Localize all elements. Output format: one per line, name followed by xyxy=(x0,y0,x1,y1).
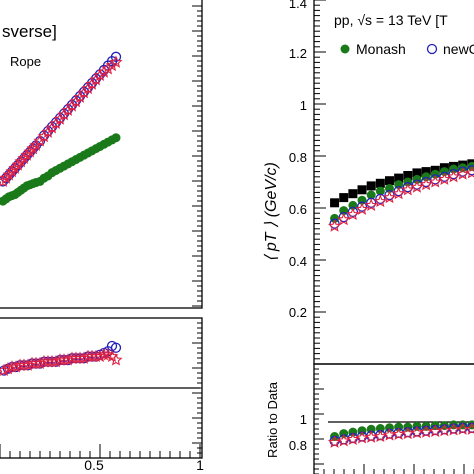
left-ratio-series-0-point xyxy=(110,342,122,353)
left-main-series-2-point xyxy=(5,164,19,178)
legend-newc-label: newC xyxy=(443,41,474,57)
right-main-series-3-point xyxy=(465,165,474,179)
right-main-series-3-point xyxy=(437,172,451,185)
left-main-series-2-point xyxy=(17,151,31,165)
right-main-series-1-point xyxy=(330,213,340,223)
legend-newc-marker xyxy=(426,43,438,55)
left-legend-fragment: Rope xyxy=(10,54,41,69)
right-main-series-1-point xyxy=(375,186,385,196)
right-main-series-0-point xyxy=(330,198,340,208)
left-header-fragment: sverse] xyxy=(2,22,57,41)
x-tick-label-0-5: 0.5 xyxy=(84,457,104,473)
left-main-series-2-point xyxy=(97,65,111,78)
legend-header: pp, √s = 13 TeV [T xyxy=(334,12,448,28)
left-main-marks xyxy=(0,51,123,206)
y-tick-0-6: 0.6 xyxy=(289,202,307,217)
ratio-y-label: Ratio to Data xyxy=(265,381,280,458)
right-main-series-3-point xyxy=(392,186,406,200)
right-main-series-3-point xyxy=(327,219,342,232)
y-tick-0-4: 0.4 xyxy=(289,254,307,269)
right-main-series-1-point xyxy=(421,172,431,182)
left-ratio-series-1-point xyxy=(97,347,111,361)
y-tick-1-2: 1.2 xyxy=(289,46,307,61)
right-main-series-0-point xyxy=(366,181,376,191)
left-main-series-2-point xyxy=(0,174,10,188)
right-y-ticks xyxy=(313,0,474,474)
right-main-series-0-point xyxy=(357,185,367,195)
left-ratio-marks xyxy=(0,340,200,389)
y-tick-0-2: 0.2 xyxy=(289,305,307,320)
legend-monash-label: Monash xyxy=(356,41,406,57)
right-main-series-3-point xyxy=(410,180,424,193)
right-main-series-0-point xyxy=(375,178,385,188)
legend-monash-marker xyxy=(340,44,350,54)
left-main-series-0-point xyxy=(111,133,121,143)
right-ratio-frame xyxy=(313,363,474,474)
right-main-series-1-point xyxy=(439,167,449,177)
right-main-series-1-point xyxy=(403,177,413,187)
left-main-series-2-point xyxy=(105,58,119,72)
left-main-series-1-point xyxy=(110,51,122,62)
left-ratio-series-1-point xyxy=(0,363,11,377)
right-main-series-3-point xyxy=(346,207,360,221)
right-main-series-3-point xyxy=(355,202,369,215)
left-main-series-2-point xyxy=(101,61,115,75)
right-main-series-3-point xyxy=(456,167,470,180)
right-main-series-3-point xyxy=(419,177,433,191)
left-main-series-2-point xyxy=(8,161,22,174)
right-main-series-1-point xyxy=(430,169,440,179)
right-main-series-0-point xyxy=(403,171,413,180)
right-main-series-0-point xyxy=(348,189,358,199)
y-tick-1-4: 1.4 xyxy=(289,0,307,11)
right-main-series-3-point xyxy=(428,175,442,188)
right-main-series-3-point xyxy=(446,169,461,183)
left-ratio-series-1-point xyxy=(109,353,123,366)
left-main-series-2-point xyxy=(93,68,107,82)
left-main-series-2-point xyxy=(11,158,25,171)
right-main-series-0-point xyxy=(339,193,349,203)
right-main-series-3-point xyxy=(373,194,387,208)
left-main-series-2-point xyxy=(23,145,37,158)
right-ratio-marks xyxy=(327,420,474,448)
right-ratio-series-2-point xyxy=(465,422,474,435)
right-main-series-1-point xyxy=(449,164,459,174)
y-tick-0-8: 0.8 xyxy=(289,150,307,165)
right-ratio-series-2-point xyxy=(346,432,360,445)
right-main-series-0-point xyxy=(421,167,431,177)
right-main-series-3-point xyxy=(382,190,397,204)
right-main-series-3-point xyxy=(364,198,378,211)
left-main-series-2-point xyxy=(109,55,123,68)
left-main-series-2-point xyxy=(20,148,34,161)
right-main-series-0-point xyxy=(384,176,394,186)
right-ratio-series-2-point xyxy=(327,435,342,448)
left-main-series-2-point xyxy=(2,168,16,181)
right-main-series-0-point xyxy=(394,173,404,183)
left-main-frame xyxy=(0,0,203,309)
right-ratio-series-2-point xyxy=(373,429,387,443)
left-main-series-2-point xyxy=(14,154,28,168)
ratio-y-tick-0-8: 0.8 xyxy=(289,438,307,453)
y-tick-1: 1 xyxy=(300,98,307,113)
left-ratio-series-1-point xyxy=(101,347,115,361)
left-main-series-2-point xyxy=(26,141,40,155)
right-main-series-3-point xyxy=(337,212,351,226)
right-main-series-1-point xyxy=(366,190,376,200)
ratio-y-tick-1: 1 xyxy=(300,412,307,427)
right-main-series-1-point xyxy=(412,174,422,184)
right-main-series-0-point xyxy=(412,168,422,178)
right-ratio-series-2-point xyxy=(337,433,351,447)
right-main-series-3-point xyxy=(401,182,415,196)
y-axis-label: ⟨ pT ⟩ (GeV/c) xyxy=(263,162,280,262)
left-main-series-2-point xyxy=(0,171,13,184)
right-main-marks xyxy=(327,159,474,232)
left-x-ticks xyxy=(0,5,202,459)
x-tick-label-1: 1 xyxy=(196,457,204,473)
